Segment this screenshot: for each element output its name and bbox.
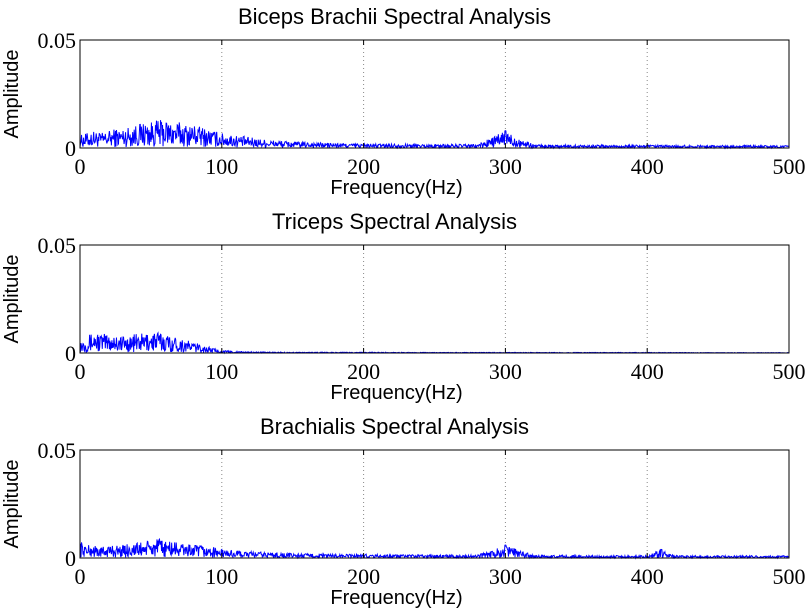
x-axis-label: Frequency(Hz)	[330, 177, 462, 199]
y-axis-label: Amplitude	[1, 460, 23, 549]
x-tick-label: 300	[489, 564, 522, 589]
x-tick-label: 400	[631, 564, 664, 589]
series-line-1	[79, 331, 790, 355]
x-tick-label: 500	[773, 564, 806, 589]
x-tick-label: 0	[75, 154, 86, 179]
x-tick-label: 500	[773, 154, 806, 179]
series-line-1	[79, 120, 790, 150]
x-tick-label: 200	[347, 154, 380, 179]
x-tick-label: 500	[773, 359, 806, 384]
y-tick-label: 0.05	[38, 233, 77, 258]
series-line-1	[79, 537, 790, 560]
y-tick-label: 0	[65, 136, 76, 161]
subplot-1: 0 100 200 300 400 500 0 0.05 Biceps Brachii Spec…	[1, 4, 806, 199]
x-tick-label: 100	[205, 564, 238, 589]
x-tick-label: 300	[489, 359, 522, 384]
axes-frame	[79, 244, 790, 354]
x-tick-label: 400	[631, 359, 664, 384]
axes-frame	[79, 449, 790, 559]
axes-frame	[79, 39, 790, 149]
y-tick-label: 0.05	[38, 438, 77, 463]
x-tick-label: 0	[75, 564, 86, 589]
y-axis-label: Amplitude	[1, 50, 23, 139]
x-axis-label: Frequency(Hz)	[330, 382, 462, 404]
x-tick-label: 300	[489, 154, 522, 179]
chart-title: Brachialis Spectral Analysis	[260, 414, 529, 439]
x-tick-label: 0	[75, 359, 86, 384]
x-tick-label: 100	[205, 154, 238, 179]
chart-title: Triceps Spectral Analysis	[272, 209, 517, 234]
subplot-3: 0 100 200 300 400 500 0 0.05 Brachialis Spectral…	[1, 414, 806, 609]
subplot-2: 0 100 200 300 400 500 0 0.05 Triceps Spectral An…	[1, 209, 806, 404]
x-tick-label: 200	[347, 564, 380, 589]
x-tick-label: 200	[347, 359, 380, 384]
x-tick-label: 400	[631, 154, 664, 179]
y-tick-label: 0.05	[38, 28, 77, 53]
y-tick-label: 0	[65, 341, 76, 366]
y-axis-label: Amplitude	[1, 255, 23, 344]
chart-title: Biceps Brachii Spectral Analysis	[238, 4, 551, 29]
x-tick-label: 100	[205, 359, 238, 384]
x-axis-label: Frequency(Hz)	[330, 587, 462, 609]
y-tick-label: 0	[65, 546, 76, 571]
